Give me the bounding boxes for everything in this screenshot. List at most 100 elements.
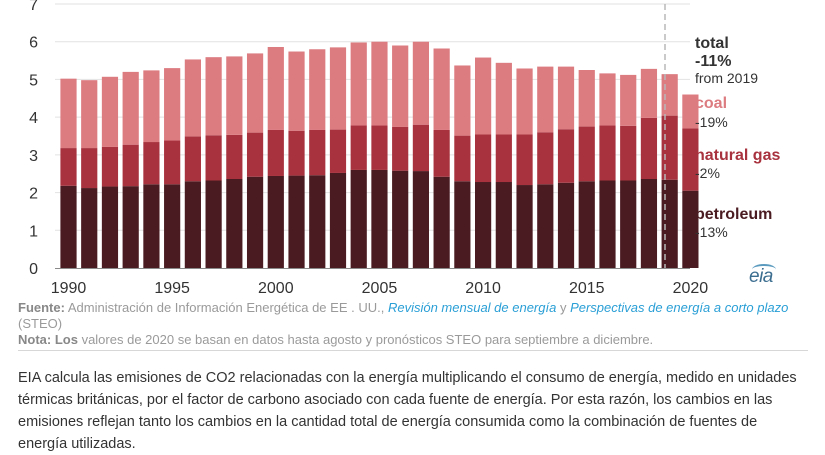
bar-petroleum-2009 (454, 181, 471, 268)
legend-natural-gas-name: natural gas (695, 147, 780, 164)
y-tick-label: 2 (29, 186, 38, 203)
bar-coal-1996 (184, 59, 201, 137)
bar-petroleum-2005 (371, 169, 388, 268)
bar-petroleum-2003 (329, 172, 347, 268)
emissions-chart: 0 1 2 3 4 5 6 7 1990 1995 2000 2005 2010 2015 2020 to… (29, 0, 780, 297)
bar-petroleum-1994 (143, 184, 160, 268)
bar-petroleum-2014 (557, 182, 575, 268)
bar-natural-gas-1992 (101, 146, 119, 187)
legend-petroleum-change: -13% (695, 224, 728, 240)
bar-coal-1998 (226, 56, 243, 135)
bar-petroleum-2010 (475, 182, 492, 268)
bar-coal-2008 (433, 48, 450, 130)
bar-coal-2018 (640, 68, 658, 118)
bar-petroleum-1993 (122, 186, 139, 268)
bar-coal-1995 (164, 68, 181, 141)
bar-natural-gas-1994 (143, 142, 160, 185)
bar-coal-2020 (682, 94, 699, 129)
bar-natural-gas-1991 (81, 148, 98, 189)
bar-natural-gas-2016 (599, 125, 616, 181)
bar-natural-gas-1998 (226, 134, 243, 179)
bar-petroleum-2007 (412, 171, 430, 268)
bar-natural-gas-2014 (557, 129, 575, 183)
source-text-2: y (556, 300, 571, 315)
bar-natural-gas-2001 (288, 130, 305, 176)
bar-petroleum-1996 (184, 181, 201, 268)
y-axis-ticks: 0 1 2 3 4 5 6 7 (29, 0, 38, 278)
legend: total -11% from 2019 coal -19% natural g… (695, 35, 780, 240)
bar-coal-1993 (122, 71, 139, 145)
bar-coal-2003 (329, 47, 347, 130)
bar-petroleum-2004 (350, 169, 367, 268)
bar-petroleum-2019 (661, 179, 678, 268)
bar-coal-2019 (661, 74, 678, 116)
legend-total-name: total (695, 35, 729, 52)
bar-natural-gas-2015 (578, 126, 595, 182)
bar-petroleum-1992 (101, 186, 119, 268)
bar-petroleum-1997 (205, 180, 222, 268)
eia-logo: eia (749, 266, 773, 287)
bar-petroleum-2012 (516, 185, 533, 268)
bar-petroleum-1990 (60, 185, 77, 268)
bar-coal-1997 (205, 57, 222, 136)
x-axis-ticks: 1990 1995 2000 2005 2010 2015 2020 (51, 280, 709, 297)
bar-natural-gas-2004 (350, 125, 367, 170)
bar-natural-gas-2011 (495, 134, 512, 183)
bar-coal-2017 (620, 74, 637, 126)
source-text-3: (STEO) (18, 316, 63, 331)
note-label-2: Los (51, 332, 78, 347)
bar-natural-gas-2005 (371, 125, 388, 170)
bar-natural-gas-1995 (164, 140, 181, 185)
bar-natural-gas-2012 (516, 134, 533, 186)
bar-petroleum-2006 (392, 170, 409, 268)
y-tick-label: 4 (29, 110, 38, 127)
divider (18, 350, 808, 351)
legend-petroleum-name: petroleum (695, 206, 772, 223)
source-text-1: Administración de Información Energética… (64, 300, 388, 315)
x-tick-label: 2015 (569, 280, 605, 297)
legend-coal-change: -19% (695, 114, 728, 130)
bar-coal-2004 (350, 42, 367, 126)
x-tick-label: 2005 (362, 280, 398, 297)
bar-natural-gas-2006 (392, 126, 409, 171)
source-line: Fuente: Administración de Información En… (18, 300, 808, 332)
bar-natural-gas-2003 (329, 129, 347, 173)
bar-coal-2011 (495, 62, 512, 135)
bar-coal-2002 (309, 49, 326, 130)
bar-natural-gas-2013 (537, 132, 554, 185)
bar-natural-gas-2007 (412, 124, 430, 172)
source-link-monthly-energy-review[interactable]: Revisión mensual de energía (387, 300, 557, 315)
bar-natural-gas-1996 (184, 136, 201, 182)
bar-coal-1991 (81, 80, 98, 149)
bars (60, 41, 699, 268)
legend-coal-name: coal (695, 95, 727, 112)
bar-natural-gas-2018 (640, 117, 658, 179)
y-tick-label: 5 (29, 72, 38, 89)
source-link-steo[interactable]: Perspectivas de energía a corto plazo (570, 300, 789, 315)
bar-coal-2006 (392, 45, 409, 127)
bar-petroleum-2008 (433, 176, 450, 268)
x-tick-label: 1995 (154, 280, 190, 297)
bar-coal-2012 (516, 68, 533, 135)
bar-natural-gas-2010 (475, 134, 492, 183)
y-tick-label: 1 (29, 223, 38, 240)
bar-petroleum-1998 (226, 178, 243, 268)
y-tick-label: 3 (29, 148, 38, 165)
bar-coal-2007 (412, 41, 430, 125)
article-paragraph: EIA calcula las emisiones de CO2 relacio… (18, 370, 797, 452)
x-tick-label: 2020 (673, 280, 709, 297)
bar-natural-gas-2017 (620, 125, 637, 181)
legend-total-change: -11% (695, 53, 731, 70)
source-notes: Fuente: Administración de Información En… (18, 300, 808, 348)
legend-natural-gas-change: -2% (695, 165, 720, 181)
bar-coal-2013 (537, 66, 554, 133)
bar-coal-2015 (578, 70, 595, 127)
bar-coal-2001 (288, 51, 305, 131)
bar-natural-gas-1990 (60, 148, 77, 186)
x-tick-label: 1990 (51, 280, 87, 297)
note-text: valores de 2020 se basan en datos hasta … (77, 332, 654, 347)
y-tick-label: 0 (29, 261, 38, 278)
bar-coal-2000 (267, 46, 284, 130)
bar-natural-gas-1997 (205, 135, 222, 181)
bar-coal-2009 (454, 65, 471, 136)
